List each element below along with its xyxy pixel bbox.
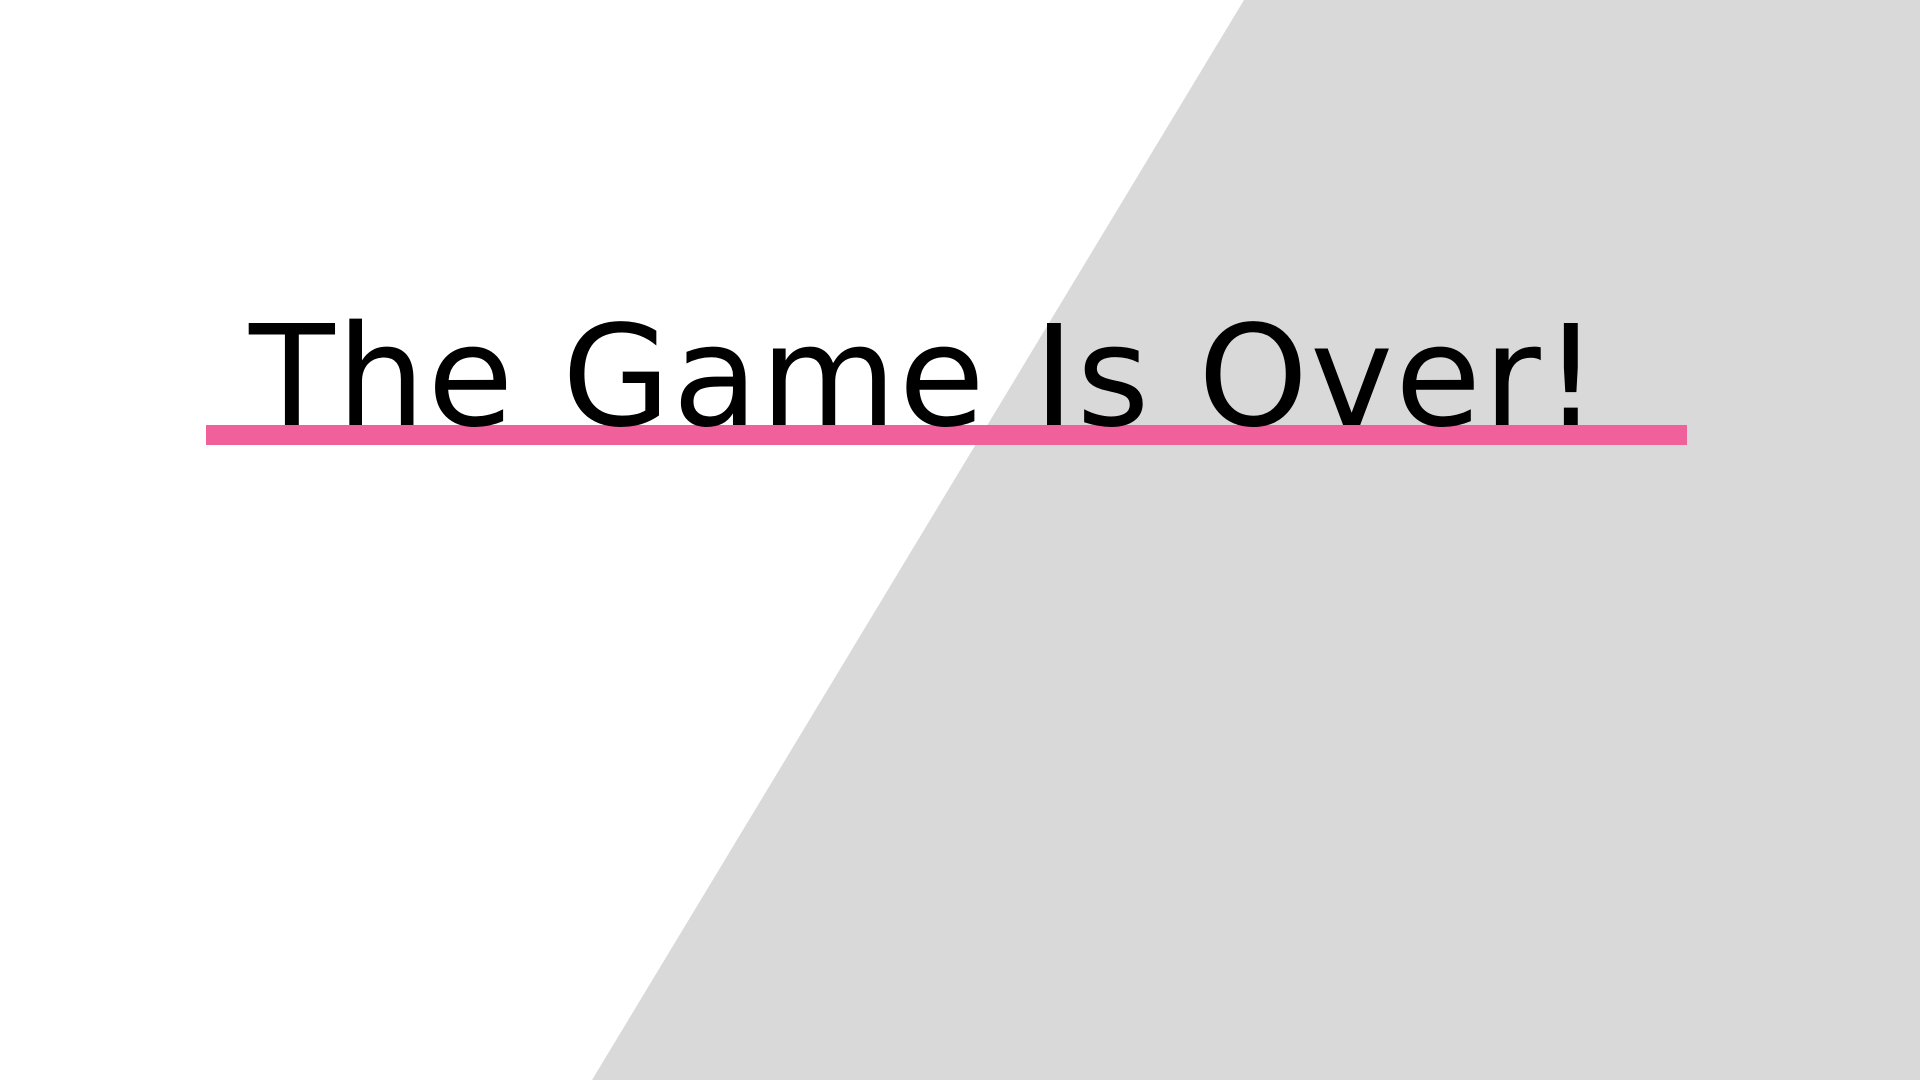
title-underline-bar [206,425,1687,445]
game-over-title: The Game Is Over! [0,308,1920,448]
game-over-title-text: The Game Is Over! [249,296,1601,459]
